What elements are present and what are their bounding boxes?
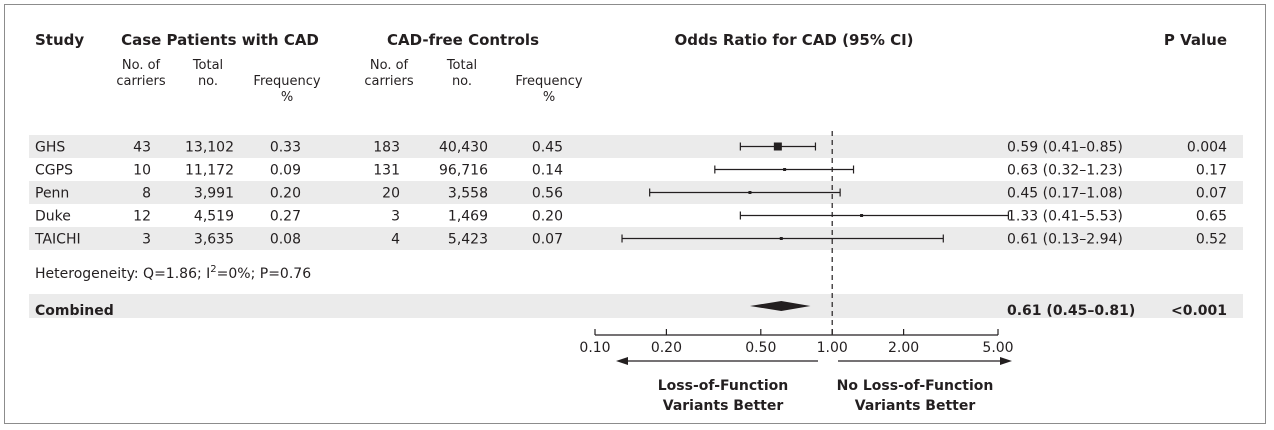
- case-total-header-1: Total: [192, 58, 223, 73]
- case-carriers-value: 12: [133, 209, 151, 225]
- x-tick-label: 5.00: [982, 340, 1013, 356]
- case-carriers-value: 43: [133, 140, 151, 156]
- controls-group-header: CAD-free Controls: [387, 31, 539, 49]
- study-header: Study: [35, 31, 84, 49]
- point-estimate: [773, 142, 782, 151]
- case-freq-header-2: %: [281, 90, 293, 105]
- combined-diamond: [749, 301, 811, 311]
- ctrl-total-value: 3,558: [448, 186, 488, 202]
- point-estimate: [783, 168, 787, 171]
- left-arrow-label-1: Loss-of-Function: [658, 378, 788, 394]
- p-value: 0.07: [1196, 186, 1227, 202]
- p-value: 0.52: [1196, 232, 1227, 248]
- right-arrow-label-2: Variants Better: [855, 398, 976, 414]
- ctrl-carriers-value: 20: [382, 186, 400, 202]
- ctrl-freq-value: 0.20: [532, 209, 563, 225]
- ctrl-carriers-value: 3: [391, 209, 400, 225]
- point-estimate: [860, 214, 864, 217]
- ctrl-freq-value: 0.14: [532, 163, 563, 179]
- ctrl-freq-header-1: Frequency: [515, 74, 582, 89]
- row-shade: [29, 135, 1243, 158]
- or-ci-text: 0.59 (0.41–0.85): [1007, 140, 1123, 156]
- case-total-header-2: no.: [198, 74, 218, 89]
- case-carriers-value: 10: [133, 163, 151, 179]
- point-estimate: [779, 237, 783, 240]
- cases-group-header: Case Patients with CAD: [121, 31, 319, 49]
- ctrl-total-value: 5,423: [448, 232, 488, 248]
- case-total-value: 11,172: [185, 163, 234, 179]
- or-title: Odds Ratio for CAD (95% CI): [674, 31, 913, 49]
- p-value: 0.65: [1196, 209, 1227, 225]
- heterogeneity-text: Heterogeneity: Q=1.86; I2=0%; P=0.76: [35, 264, 311, 282]
- left-direction-arrow: [616, 357, 818, 365]
- x-tick-label: 0.20: [651, 340, 682, 356]
- p-value-header: P Value: [1164, 31, 1227, 49]
- x-tick-label: 0.10: [579, 340, 610, 356]
- point-estimate: [748, 191, 752, 194]
- right-arrow-label-1: No Loss-of-Function: [837, 378, 994, 394]
- combined-label: Combined: [35, 303, 114, 319]
- figure-frame: Study Case Patients with CAD CAD-free Co…: [4, 4, 1266, 424]
- case-freq-value: 0.20: [270, 186, 301, 202]
- plot-area: 0.10 0.20 0.50 1.00 2.00 5.00: [579, 131, 1014, 356]
- ctrl-carriers-header-1: No. of: [370, 58, 409, 73]
- ctrl-total-header-2: no.: [452, 74, 472, 89]
- case-carriers-value: 3: [142, 232, 151, 248]
- study-rows: GHS 43 13,102 0.33 183 40,430 0.45 0.59 (0.41–0…: [34, 140, 1227, 248]
- right-direction-arrow: [838, 357, 1012, 365]
- combined-row-shade: [29, 294, 1243, 318]
- case-total-value: 3,635: [194, 232, 234, 248]
- combined-or-text: 0.61 (0.45–0.81): [1007, 303, 1135, 319]
- study-row: Duke 12 4,519 0.27 3 1,469 0.20 1.33 (0.41–5.53…: [35, 209, 1227, 225]
- study-row: CGPS 10 11,172 0.09 131 96,716 0.14 0.63 (0.32–…: [35, 163, 1227, 179]
- p-value: 0.004: [1187, 140, 1227, 156]
- case-total-value: 4,519: [194, 209, 234, 225]
- case-freq-value: 0.27: [270, 209, 301, 225]
- study-name: GHS: [35, 140, 65, 156]
- ctrl-total-header-1: Total: [446, 58, 477, 73]
- ctrl-freq-value: 0.45: [532, 140, 563, 156]
- ctrl-total-value: 1,469: [448, 209, 488, 225]
- x-tick-label: 2.00: [888, 340, 919, 356]
- case-freq-value: 0.09: [270, 163, 301, 179]
- ctrl-freq-header-2: %: [543, 90, 555, 105]
- ctrl-carriers-value: 4: [391, 232, 400, 248]
- or-ci-text: 0.63 (0.32–1.23): [1007, 163, 1123, 179]
- case-freq-value: 0.33: [270, 140, 301, 156]
- study-row: GHS 43 13,102 0.33 183 40,430 0.45 0.59 (0.41–0…: [35, 140, 1227, 156]
- study-name: Duke: [35, 209, 71, 225]
- ctrl-total-value: 40,430: [439, 140, 488, 156]
- case-total-value: 13,102: [185, 140, 234, 156]
- ctrl-carriers-value: 131: [373, 163, 400, 179]
- ctrl-carriers-header-2: carriers: [364, 74, 414, 89]
- study-row: TAICHI 3 3,635 0.08 4 5,423 0.07 0.61 (0.13–2.9…: [34, 232, 1227, 248]
- row-shade: [29, 181, 1243, 204]
- or-ci-text: 0.61 (0.13–2.94): [1007, 232, 1123, 248]
- combined-p-value: <0.001: [1171, 303, 1227, 319]
- case-freq-header-1: Frequency: [253, 74, 320, 89]
- row-shading: [29, 135, 1243, 318]
- or-ci-text: 1.33 (0.41–5.53): [1007, 209, 1123, 225]
- case-carriers-header-2: carriers: [116, 74, 166, 89]
- x-tick-label: 1.00: [817, 340, 848, 356]
- case-freq-value: 0.08: [270, 232, 301, 248]
- ctrl-carriers-value: 183: [373, 140, 400, 156]
- x-tick-label: 0.50: [745, 340, 776, 356]
- study-row: Penn 8 3,991 0.20 20 3,558 0.56 0.45 (0.17–1.08…: [35, 186, 1227, 202]
- study-name: CGPS: [35, 163, 73, 179]
- ctrl-freq-value: 0.07: [532, 232, 563, 248]
- study-name: TAICHI: [34, 232, 81, 248]
- case-carriers-header-1: No. of: [122, 58, 161, 73]
- case-total-value: 3,991: [194, 186, 234, 202]
- p-value: 0.17: [1196, 163, 1227, 179]
- forest-plot-figure: Study Case Patients with CAD CAD-free Co…: [29, 31, 1243, 414]
- ctrl-freq-value: 0.56: [532, 186, 563, 202]
- or-ci-text: 0.45 (0.17–1.08): [1007, 186, 1123, 202]
- ctrl-total-value: 96,716: [439, 163, 488, 179]
- case-carriers-value: 8: [142, 186, 151, 202]
- left-arrow-label-2: Variants Better: [663, 398, 784, 414]
- study-name: Penn: [35, 186, 69, 202]
